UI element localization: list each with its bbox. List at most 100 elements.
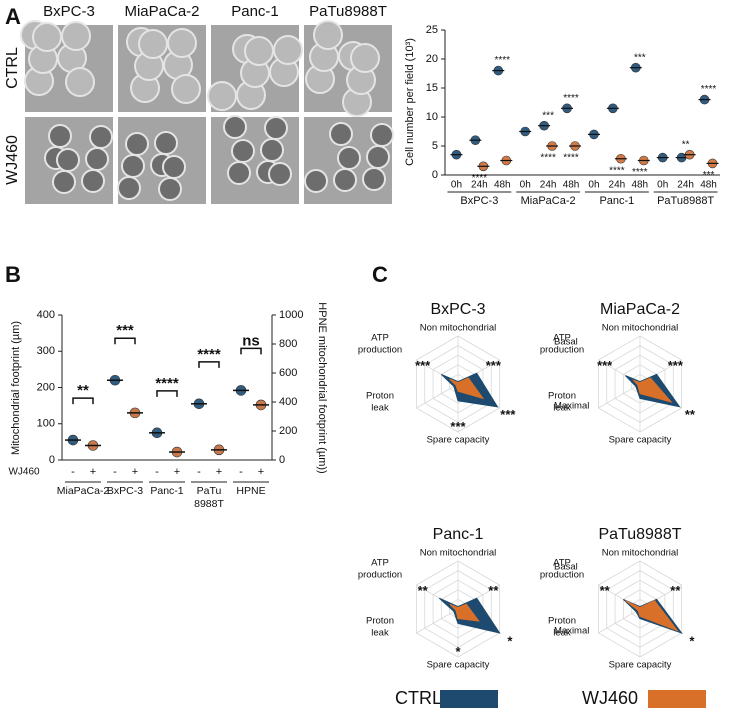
- significance: **: [418, 583, 429, 598]
- panel-label: A: [5, 4, 21, 29]
- cell-shape: [273, 35, 303, 65]
- x-tick-label: 24h: [471, 180, 488, 191]
- cell-shape: [125, 132, 149, 156]
- radar-spoke: [416, 608, 459, 634]
- y2-tick-label: 800: [279, 338, 297, 350]
- significance: **: [685, 407, 696, 422]
- significance-bracket: [156, 390, 178, 397]
- treatment-level: +: [174, 466, 180, 478]
- radar-axis-label: Non mitochondrial: [602, 548, 679, 559]
- x-tick-label: 0h: [520, 180, 531, 191]
- significance: ****: [495, 55, 511, 66]
- group-label: PaTu8988T: [657, 195, 714, 207]
- significance: *: [507, 633, 513, 648]
- radar-axis-label: Spare capacity: [609, 660, 672, 671]
- treatment-level: -: [239, 466, 243, 478]
- y-tick-label: 400: [37, 309, 55, 321]
- cell-shape: [117, 176, 141, 200]
- significance: ***: [486, 358, 502, 373]
- significance: ***: [703, 170, 715, 181]
- radar-spoke: [416, 383, 459, 409]
- treatment-level: -: [197, 466, 201, 478]
- y-tick-label: 5: [432, 140, 438, 152]
- legend-swatch: [648, 690, 706, 708]
- significance: *: [689, 633, 695, 648]
- radar-axis-label: Maximal: [554, 626, 589, 637]
- group-label: Panc-1: [150, 485, 183, 497]
- y-tick-label: 300: [37, 345, 55, 357]
- y-tick-label: 0: [432, 169, 438, 181]
- cell-shape: [366, 145, 390, 169]
- radar-title: BxPC-3: [430, 301, 485, 318]
- radar-axis-label: Non mitochondrial: [420, 323, 497, 334]
- cell-shape: [154, 131, 178, 155]
- row-label: WJ460: [4, 135, 21, 185]
- cell-shape: [48, 124, 72, 148]
- significance: ****: [563, 153, 579, 164]
- significance: *: [455, 644, 461, 659]
- radar-axis-label: production: [358, 570, 402, 581]
- cell-shape: [138, 29, 168, 59]
- cell-shape: [227, 161, 251, 185]
- radar-axis-label: production: [358, 345, 402, 356]
- column-label: PaTu8988T: [309, 3, 387, 20]
- radar-area: [449, 603, 480, 622]
- column-label: BxPC-3: [43, 3, 95, 20]
- legend-label: WJ460: [582, 688, 638, 708]
- y2-tick-label: 0: [279, 454, 285, 466]
- radar-axis-label: leak: [553, 628, 571, 639]
- significance: ***: [597, 358, 613, 373]
- cell-shape: [268, 162, 292, 186]
- significance: ****: [540, 153, 556, 164]
- radar-axis-label: ATP: [371, 333, 389, 344]
- x-tick-label: 0h: [588, 180, 599, 191]
- significance: ns: [242, 332, 260, 349]
- group-label: BxPC-3: [107, 485, 143, 497]
- treatment-level: -: [71, 466, 75, 478]
- group-label: BxPC-3: [460, 195, 498, 207]
- radar-axis-label: Non mitochondrial: [602, 323, 679, 334]
- treatment-level: -: [113, 466, 117, 478]
- significance: **: [682, 139, 690, 150]
- radar-axis-label: Basal: [554, 562, 578, 573]
- cell-shape: [32, 22, 62, 52]
- radar-axis-label: leak: [371, 403, 389, 414]
- y-axis-label: Mitochondrial footprint (µm): [10, 321, 22, 455]
- treatment-label: WJ460: [8, 467, 40, 478]
- legend-label: CTRL: [395, 688, 442, 708]
- y2-tick-label: 400: [279, 396, 297, 408]
- group-label: 8988T: [194, 498, 224, 510]
- y-tick-label: 20: [426, 53, 438, 65]
- y2-axis-label: HPNE mitochondrial footprint (µm)): [316, 302, 328, 473]
- cell-shape: [158, 177, 182, 201]
- cell-shape: [329, 122, 353, 146]
- significance: ****: [197, 346, 221, 363]
- panel-label: C: [372, 262, 388, 287]
- x-tick-label: 0h: [657, 180, 668, 191]
- radar-axis-label: Non mitochondrial: [420, 548, 497, 559]
- panel-label: B: [5, 262, 21, 287]
- y-tick-label: 10: [426, 111, 438, 123]
- group-label: Panc-1: [599, 195, 634, 207]
- cell-shape: [85, 147, 109, 171]
- cell-shape: [231, 139, 255, 163]
- cell-shape: [52, 170, 76, 194]
- group-label: PaTu: [197, 485, 222, 497]
- radar-area: [449, 377, 485, 400]
- x-tick-label: 48h: [631, 180, 648, 191]
- treatment-level: +: [216, 466, 222, 478]
- significance: ***: [450, 419, 466, 434]
- y2-tick-label: 600: [279, 367, 297, 379]
- cell-shape: [362, 167, 386, 191]
- significance-bracket: [240, 347, 262, 355]
- radar-axis-label: production: [540, 345, 584, 356]
- radar-axis-label: Proton: [548, 616, 576, 627]
- cell-shape: [81, 169, 105, 193]
- significance-bracket: [72, 397, 94, 405]
- treatment-level: +: [132, 466, 138, 478]
- cell-shape: [333, 168, 357, 192]
- significance: **: [488, 583, 499, 598]
- group-label: HPNE: [236, 485, 265, 497]
- cell-shape: [167, 28, 197, 58]
- radar-axis-label: Spare capacity: [427, 660, 490, 671]
